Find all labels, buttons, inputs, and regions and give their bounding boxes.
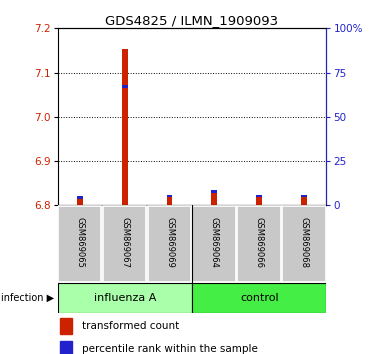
Bar xyxy=(192,283,326,313)
Title: GDS4825 / ILMN_1909093: GDS4825 / ILMN_1909093 xyxy=(105,14,279,27)
Bar xyxy=(103,206,146,282)
Bar xyxy=(167,196,173,205)
Bar xyxy=(122,49,128,205)
Text: GSM869065: GSM869065 xyxy=(75,217,85,268)
Bar xyxy=(167,195,173,198)
Bar xyxy=(211,191,217,205)
Text: transformed count: transformed count xyxy=(82,321,179,331)
Bar xyxy=(282,206,326,282)
Bar xyxy=(60,318,72,334)
Bar xyxy=(193,206,236,282)
Text: GSM869067: GSM869067 xyxy=(120,217,129,268)
Text: percentile rank within the sample: percentile rank within the sample xyxy=(82,344,257,354)
Bar xyxy=(77,196,83,205)
Text: control: control xyxy=(240,293,279,303)
Bar xyxy=(301,195,307,198)
Bar xyxy=(77,196,83,199)
Text: GSM869064: GSM869064 xyxy=(210,217,219,268)
Bar xyxy=(148,206,191,282)
Bar xyxy=(256,196,262,205)
Text: influenza A: influenza A xyxy=(93,293,156,303)
Text: GSM869068: GSM869068 xyxy=(299,217,309,268)
Bar xyxy=(301,196,307,205)
Bar xyxy=(60,341,72,354)
Bar xyxy=(256,195,262,198)
Text: GSM869066: GSM869066 xyxy=(255,217,264,268)
Bar xyxy=(58,206,101,282)
Bar xyxy=(122,85,128,88)
Bar xyxy=(237,206,281,282)
Bar xyxy=(211,190,217,193)
Text: GSM869069: GSM869069 xyxy=(165,217,174,268)
Bar xyxy=(58,283,192,313)
Text: infection ▶: infection ▶ xyxy=(1,293,54,303)
